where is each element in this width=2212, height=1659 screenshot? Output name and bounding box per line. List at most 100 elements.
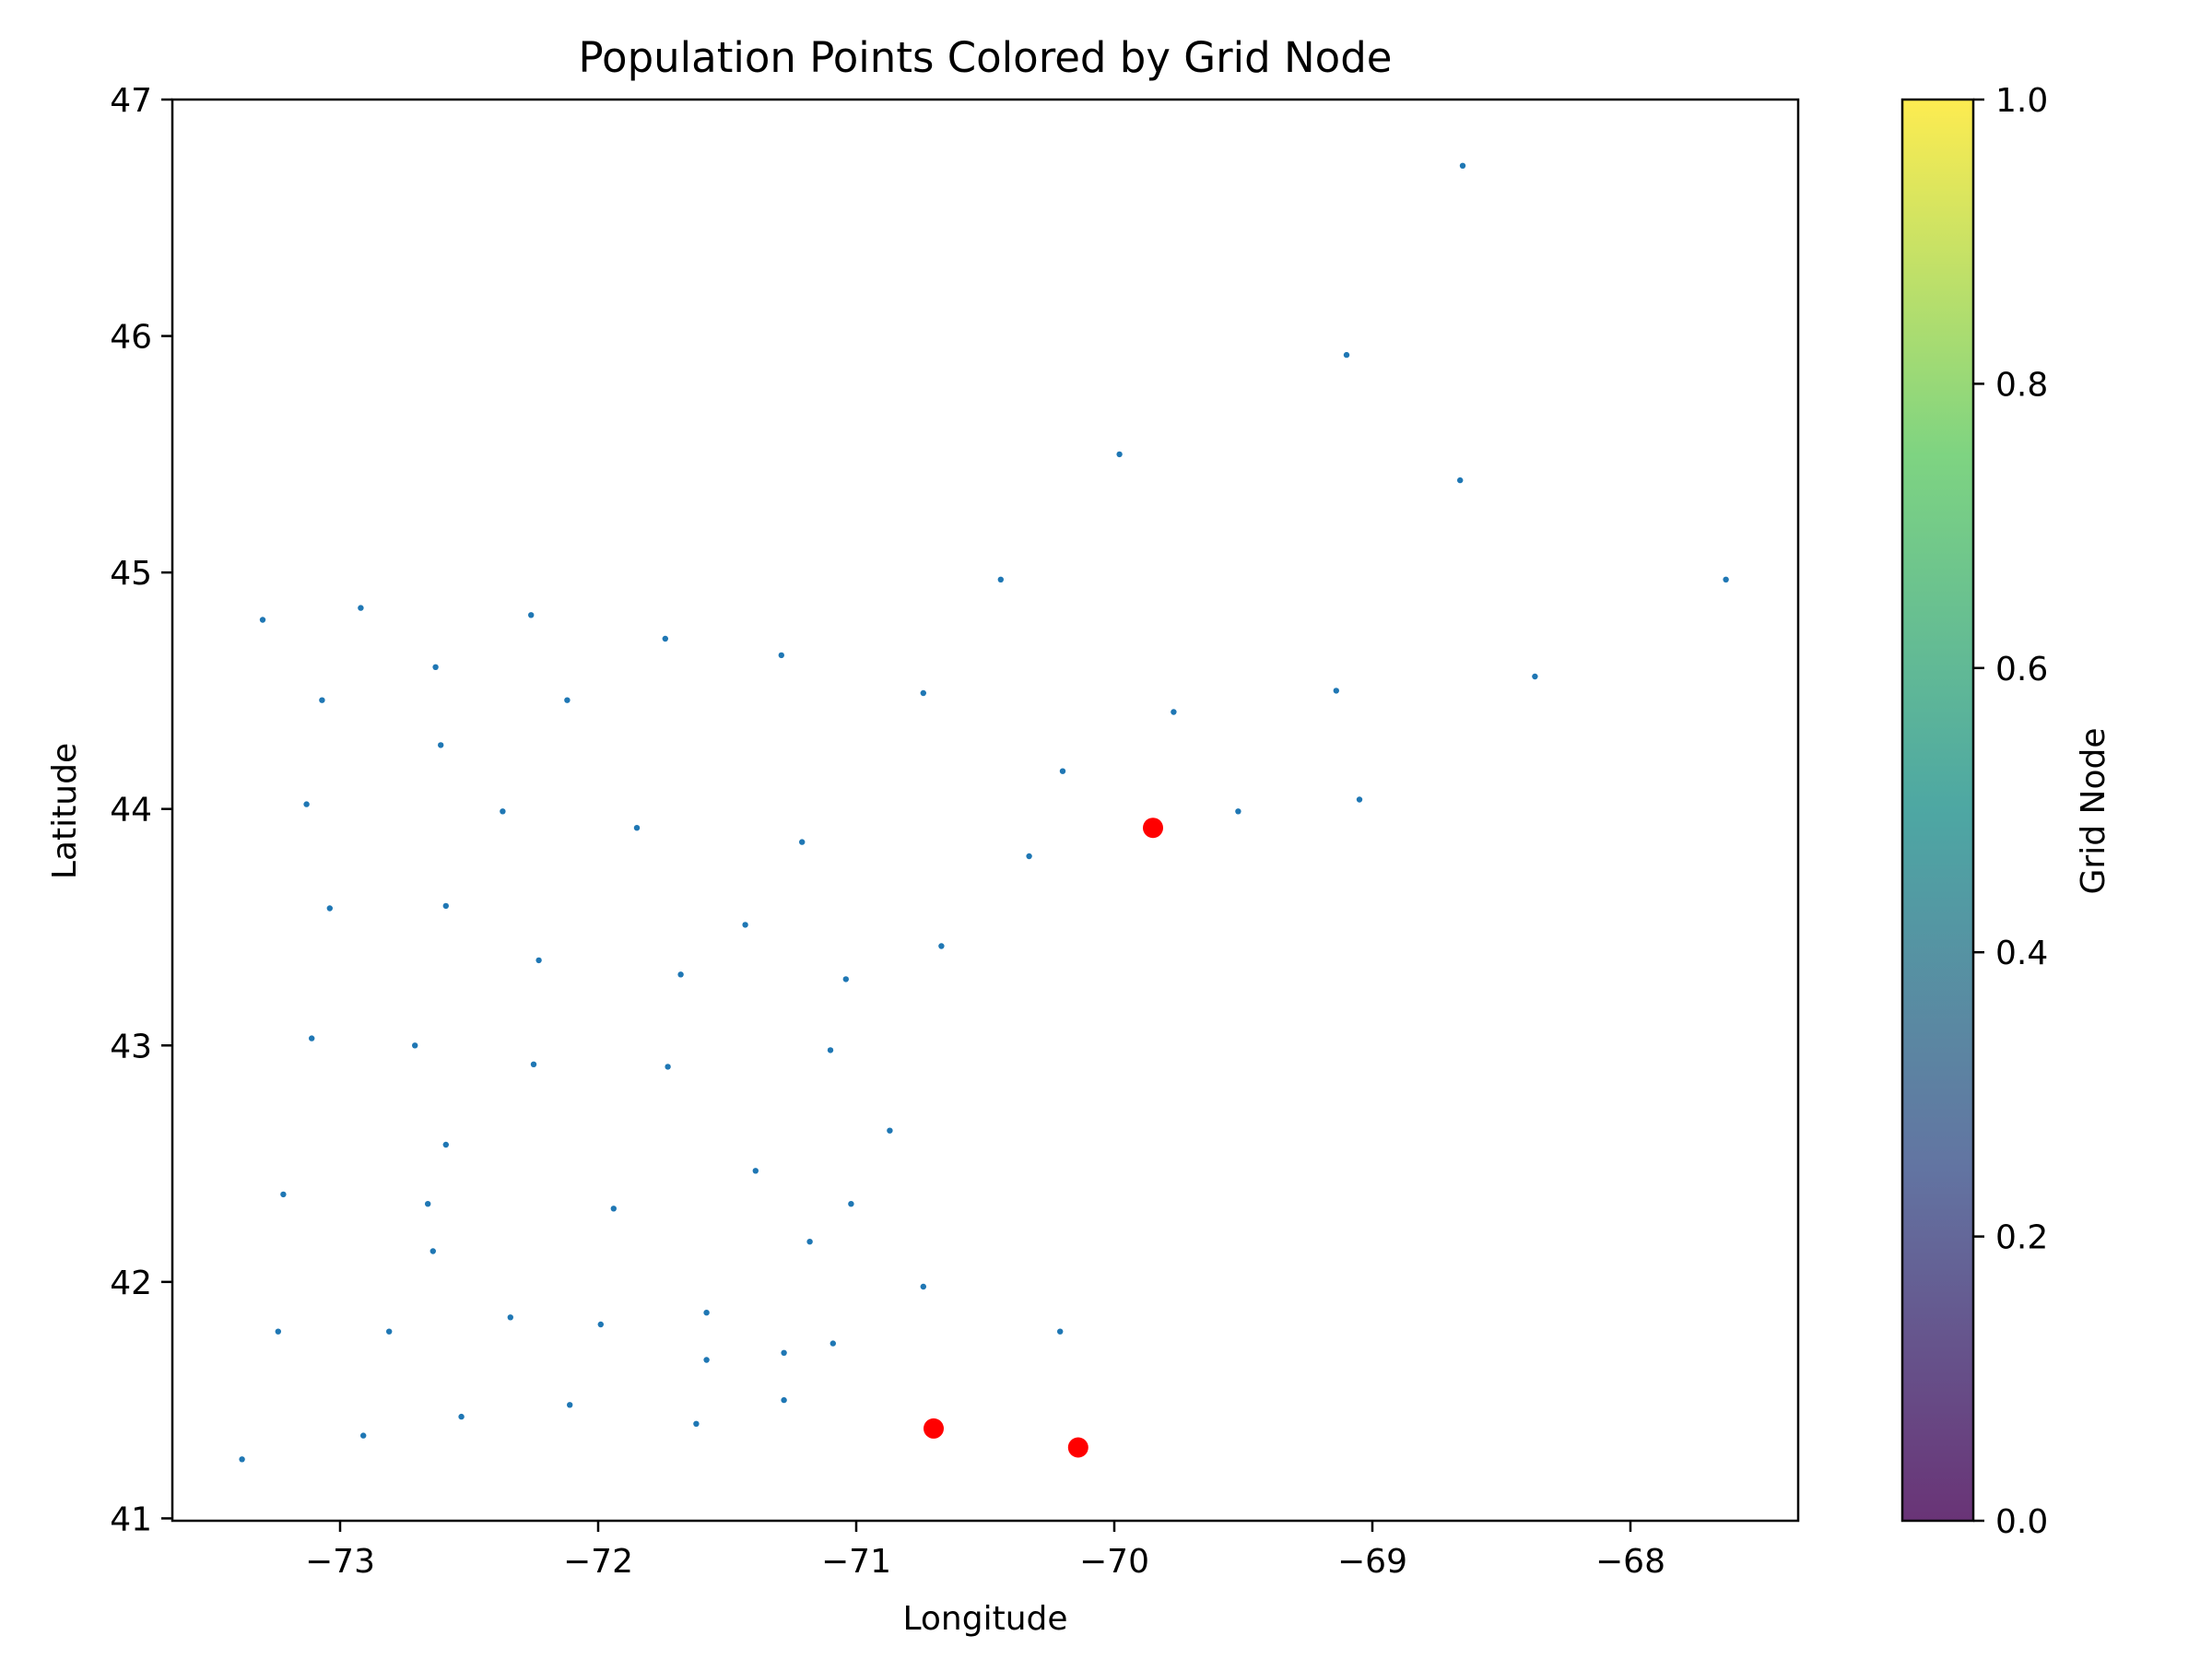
population-point-46 [429, 1248, 436, 1254]
population-point-63 [781, 1396, 787, 1404]
colorbar-tick-label-0: 0.0 [1995, 1503, 2048, 1541]
population-point-58 [239, 1456, 245, 1463]
x-tick-label-1: −72 [563, 1543, 633, 1581]
population-point-22 [633, 825, 641, 831]
x-tick-label-4: −69 [1337, 1543, 1407, 1581]
population-point-32 [677, 971, 684, 978]
population-point-34 [309, 1035, 315, 1041]
population-point-44 [610, 1206, 617, 1212]
population-point-62 [693, 1420, 700, 1428]
population-point-23 [799, 839, 806, 845]
population-point-57 [1057, 1328, 1064, 1335]
population-point-59 [360, 1432, 367, 1439]
population-point-19 [1059, 768, 1066, 774]
population-point-2 [1116, 451, 1123, 458]
population-point-27 [326, 905, 333, 912]
chart-title: Population Points Colored by Grid Node [579, 33, 1393, 82]
points-layer [239, 162, 1729, 1463]
y-tick-label-3: 44 [110, 792, 152, 830]
population-point-45 [848, 1201, 854, 1207]
population-point-9 [662, 635, 668, 642]
colorbar-tick-label-2: 0.4 [1995, 935, 2048, 972]
colorbar-tick-label-4: 0.8 [1995, 366, 2048, 404]
population-point-5 [1723, 576, 1729, 582]
population-point-3 [1457, 477, 1464, 484]
population-point-4 [997, 576, 1005, 582]
population-point-25 [1356, 796, 1363, 803]
x-tick-label-3: −70 [1079, 1543, 1149, 1581]
population-point-47 [806, 1239, 813, 1245]
population-point-35 [412, 1042, 418, 1049]
population-point-20 [303, 801, 310, 807]
population-point-16 [1333, 688, 1340, 694]
population-point-26 [1026, 853, 1032, 860]
population-point-33 [842, 976, 849, 982]
population-point-42 [280, 1191, 287, 1198]
population-point-48 [920, 1283, 926, 1290]
population-point-60 [458, 1413, 465, 1420]
colorbar: 0.0 0.2 0.4 0.6 0.8 1.0 Grid Node [1900, 82, 2112, 1541]
plot-area: −73 −72 −71 −70 −69 −68 41 42 43 44 45 46 47 [110, 82, 1800, 1581]
colorbar-tick-label-5: 1.0 [1995, 82, 2048, 120]
colorbar-ticks: 0.0 0.2 0.4 0.6 0.8 1.0 [1973, 82, 2048, 1541]
population-point-56 [830, 1340, 836, 1347]
x-tick-label-2: −71 [821, 1543, 891, 1581]
population-point-0 [1459, 162, 1466, 169]
population-point-50 [386, 1328, 393, 1335]
population-point-29 [742, 922, 748, 928]
population-point-55 [781, 1349, 787, 1357]
population-point-31 [535, 957, 542, 964]
population-point-54 [703, 1357, 710, 1363]
population-point-11 [432, 664, 439, 670]
population-point-52 [597, 1321, 604, 1328]
population-point-18 [438, 742, 444, 748]
x-axis-label: Longitude [902, 1600, 1067, 1638]
plot-frame [171, 98, 1800, 1523]
population-point-53 [703, 1310, 710, 1316]
colorbar-tick-label-3: 0.6 [1995, 651, 2048, 688]
population-point-17 [1171, 709, 1177, 715]
population-point-61 [567, 1402, 573, 1408]
y-tick-label-2: 43 [110, 1028, 152, 1065]
population-point-39 [887, 1127, 893, 1134]
population-point-24 [1235, 808, 1241, 815]
population-point-28 [442, 902, 449, 910]
population-point-14 [564, 697, 571, 703]
population-point-12 [1532, 673, 1538, 680]
population-point-10 [778, 652, 784, 659]
x-tick-label-5: −68 [1595, 1543, 1665, 1581]
population-point-30 [938, 943, 945, 949]
population-point-8 [528, 612, 535, 618]
y-tick-label-1: 42 [110, 1265, 152, 1302]
grid-node-point-1 [924, 1418, 944, 1439]
population-point-43 [425, 1201, 431, 1207]
population-point-7 [259, 617, 266, 623]
population-point-36 [530, 1061, 537, 1068]
grid-node-point-0 [1143, 818, 1163, 839]
x-tick-label-0: −73 [305, 1543, 375, 1581]
colorbar-frame [1900, 98, 1975, 1523]
grid-node-point-2 [1067, 1437, 1088, 1458]
y-tick-label-5: 46 [110, 319, 152, 357]
y-axis-ticks: 41 42 43 44 45 46 47 [110, 82, 172, 1538]
population-point-38 [827, 1047, 834, 1053]
population-point-49 [275, 1328, 281, 1335]
population-point-6 [358, 605, 364, 611]
population-point-41 [752, 1168, 759, 1174]
population-point-13 [319, 697, 325, 703]
x-axis-ticks: −73 −72 −71 −70 −69 −68 [305, 1521, 1665, 1581]
population-point-51 [507, 1314, 513, 1321]
population-point-15 [920, 689, 926, 697]
population-point-40 [442, 1141, 449, 1148]
y-tick-label-6: 47 [110, 82, 152, 120]
colorbar-gradient [1902, 100, 1973, 1521]
population-point-21 [500, 808, 506, 815]
population-point-1 [1343, 351, 1350, 359]
population-point-37 [665, 1064, 671, 1070]
y-axis-label: Latitude [46, 743, 84, 879]
colorbar-tick-label-1: 0.2 [1995, 1219, 2048, 1257]
colorbar-label: Grid Node [2075, 728, 2112, 895]
y-tick-label-4: 45 [110, 555, 152, 593]
y-tick-label-0: 41 [110, 1500, 152, 1538]
